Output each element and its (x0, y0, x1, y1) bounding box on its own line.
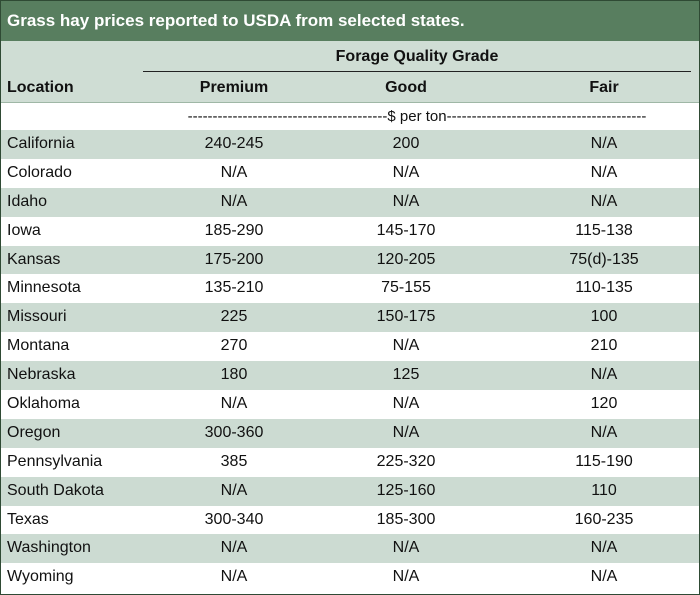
group-header-rule (143, 71, 691, 72)
cell-location: Nebraska (7, 366, 76, 384)
cell-good: 75-155 (381, 279, 431, 297)
cell-good: N/A (392, 539, 420, 557)
cell-good: 185-300 (376, 510, 436, 528)
cell-location: Texas (7, 510, 49, 528)
table-row: Kansas 175-200 120-205 75(d)-135 (1, 245, 699, 275)
cell-good: N/A (392, 568, 420, 586)
table-row: Washington N/A N/A N/A (1, 534, 699, 564)
group-header: Forage Quality Grade (335, 48, 499, 65)
cell-fair: 120 (590, 395, 618, 413)
cell-location: Missouri (7, 308, 67, 326)
table-body: California 240-245 200 N/A Colorado N/A N/A N/A… (1, 130, 699, 593)
cell-premium: N/A (220, 481, 248, 499)
cell-premium: 270 (220, 337, 248, 355)
cell-fair: 115-138 (575, 221, 633, 239)
cell-fair: N/A (590, 135, 618, 152)
cell-premium: 225 (220, 308, 248, 326)
column-header-location: Location (7, 79, 74, 96)
column-header-premium: Premium (199, 79, 269, 96)
table-row: Nebraska 180 125 N/A (1, 361, 699, 391)
table-header: Forage Quality Grade Location Premium Go… (1, 41, 699, 103)
cell-premium: N/A (220, 539, 248, 557)
table-row: California 240-245 200 N/A (1, 130, 699, 159)
table-row: Idaho N/A N/A N/A (1, 187, 699, 217)
cell-location: Oklahoma (7, 395, 80, 413)
cell-fair: N/A (590, 366, 618, 384)
cell-fair: 160-235 (574, 510, 634, 528)
cell-good: 145-170 (376, 221, 436, 239)
cell-fair: 110-135 (575, 279, 633, 297)
cell-good: 125-160 (376, 481, 436, 499)
cell-good: 150-175 (376, 308, 436, 326)
table-row: South Dakota N/A 125-160 110 (1, 476, 699, 506)
cell-fair: N/A (590, 423, 618, 441)
table-row: Texas 300-340 185-300 160-235 (1, 505, 699, 535)
units-label: ----------------------------------------… (187, 108, 647, 125)
cell-fair: N/A (590, 163, 618, 181)
cell-good: N/A (392, 163, 420, 181)
column-header-fair: Fair (589, 79, 619, 96)
cell-good: 200 (392, 135, 420, 152)
cell-location: California (7, 135, 75, 152)
cell-location: Montana (7, 337, 70, 355)
cell-premium: N/A (220, 568, 248, 586)
cell-premium: 300-360 (204, 423, 264, 441)
cell-premium: N/A (220, 192, 248, 210)
table-title: Grass hay prices reported to USDA from s… (1, 1, 699, 41)
table-row: Pennsylvania 385 225-320 115-190 (1, 447, 699, 477)
cell-premium: 240-245 (204, 135, 264, 152)
cell-good: 225-320 (376, 452, 436, 470)
cell-good: 125 (392, 366, 420, 384)
cell-fair: 110 (591, 481, 617, 499)
table-row: Wyoming N/A N/A N/A (1, 563, 699, 593)
cell-location: Kansas (7, 250, 61, 268)
cell-fair: 75(d)-135 (569, 250, 639, 268)
cell-location: Oregon (7, 423, 61, 441)
table-row: Missouri 225 150-175 100 (1, 303, 699, 333)
table-row: Montana 270 N/A 210 (1, 332, 699, 362)
cell-fair: N/A (590, 192, 618, 210)
cell-good: N/A (392, 423, 420, 441)
cell-fair: N/A (590, 568, 618, 586)
table-row: Colorado N/A N/A N/A (1, 158, 699, 188)
cell-premium: N/A (220, 163, 248, 181)
cell-premium: N/A (220, 395, 248, 413)
cell-premium: 185-290 (204, 221, 264, 239)
cell-fair: 210 (590, 337, 618, 355)
cell-good: N/A (392, 337, 420, 355)
cell-location: Washington (7, 539, 91, 557)
cell-premium: 175-200 (204, 250, 264, 268)
cell-good: 120-205 (376, 250, 436, 268)
table-row: Minnesota 135-210 75-155 110-135 (1, 274, 699, 304)
cell-location: Iowa (7, 221, 41, 239)
header-divider (1, 102, 699, 103)
table-row: Oregon 300-360 N/A N/A (1, 418, 699, 448)
cell-premium: 180 (220, 366, 248, 384)
cell-location: Colorado (7, 163, 72, 181)
cell-location: Wyoming (7, 568, 74, 586)
cell-location: Idaho (7, 192, 48, 210)
cell-premium: 300-340 (204, 510, 264, 528)
cell-good: N/A (392, 192, 420, 210)
cell-location: Minnesota (7, 279, 81, 297)
cell-fair: 100 (590, 308, 618, 326)
units-row: ----------------------------------------… (1, 103, 699, 130)
table-row: Oklahoma N/A N/A 120 (1, 390, 699, 419)
cell-premium: 385 (220, 452, 248, 470)
cell-location: South Dakota (7, 481, 104, 499)
column-header-good: Good (385, 79, 427, 96)
table-row: Iowa 185-290 145-170 115-138 (1, 216, 699, 246)
cell-fair: N/A (590, 539, 618, 557)
cell-good: N/A (392, 395, 420, 413)
cell-fair: 115-190 (575, 452, 633, 470)
cell-premium: 135-210 (204, 279, 264, 297)
cell-location: Pennsylvania (7, 452, 103, 470)
